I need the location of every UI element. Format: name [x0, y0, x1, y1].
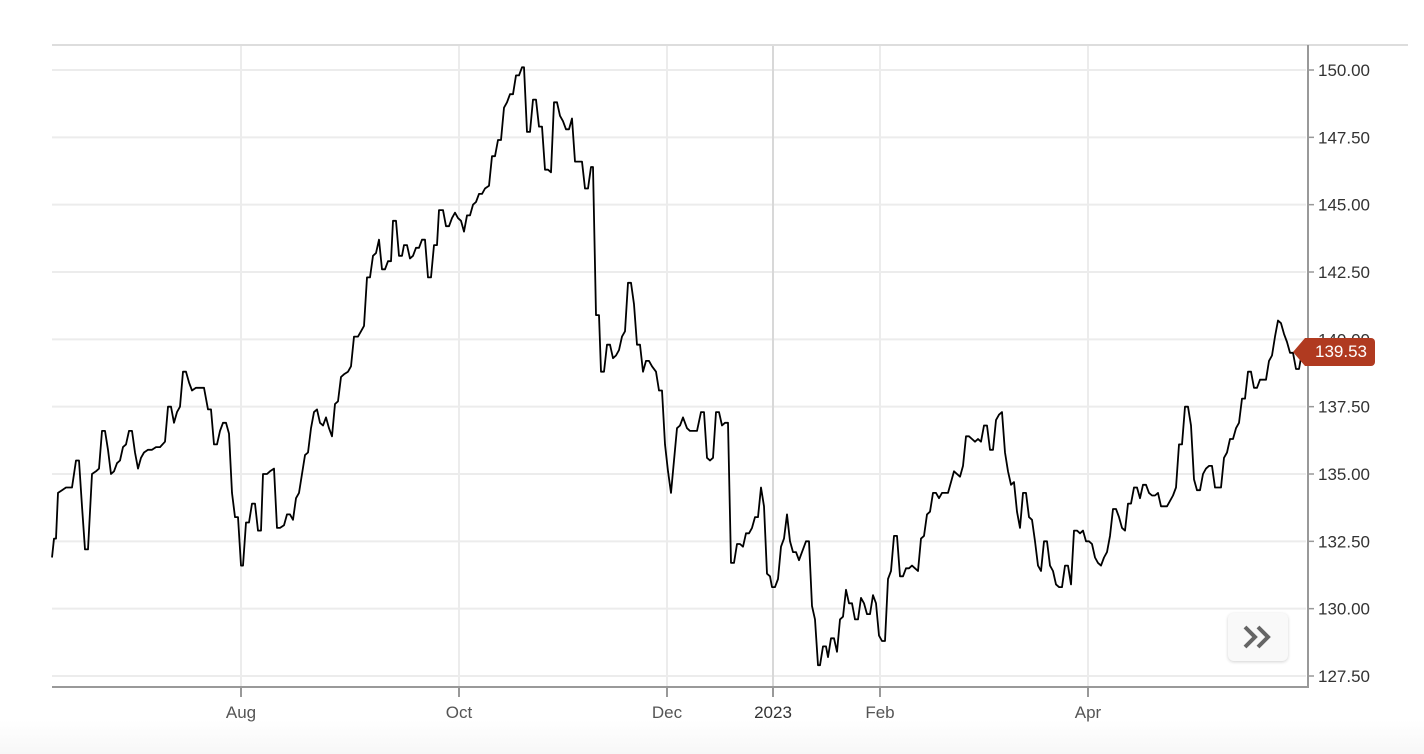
- y-tick-label: 127.50: [1318, 667, 1370, 686]
- y-tick-label: 130.00: [1318, 600, 1370, 619]
- y-tick-label: 142.50: [1318, 263, 1370, 282]
- double-chevron-right-icon: [1243, 625, 1271, 649]
- price-series-line: [51, 66, 1303, 667]
- y-tick-label: 150.00: [1318, 61, 1370, 80]
- y-tick-label: 145.00: [1318, 196, 1370, 215]
- y-tick-label: 135.00: [1318, 465, 1370, 484]
- y-tick-label: 132.50: [1318, 532, 1370, 551]
- y-tick-label: 147.50: [1318, 128, 1370, 147]
- x-tick-label: Aug: [226, 703, 256, 722]
- x-tick-label: Apr: [1075, 703, 1102, 722]
- y-tick-label: 137.50: [1318, 398, 1370, 417]
- last-price-badge: 139.53: [1293, 337, 1375, 366]
- x-tick-label: Oct: [446, 703, 473, 722]
- grid-lines: [52, 45, 1306, 686]
- x-tick-label: Feb: [865, 703, 894, 722]
- x-axis-ticks: Aug Oct Dec 2023 Feb Apr: [226, 687, 1102, 722]
- scroll-to-latest-button[interactable]: [1228, 613, 1288, 661]
- x-tick-label: Dec: [652, 703, 683, 722]
- y-axis-ticks: 150.00147.50145.00142.50140.00137.50135.…: [1308, 61, 1370, 686]
- x-tick-label: 2023: [754, 703, 792, 722]
